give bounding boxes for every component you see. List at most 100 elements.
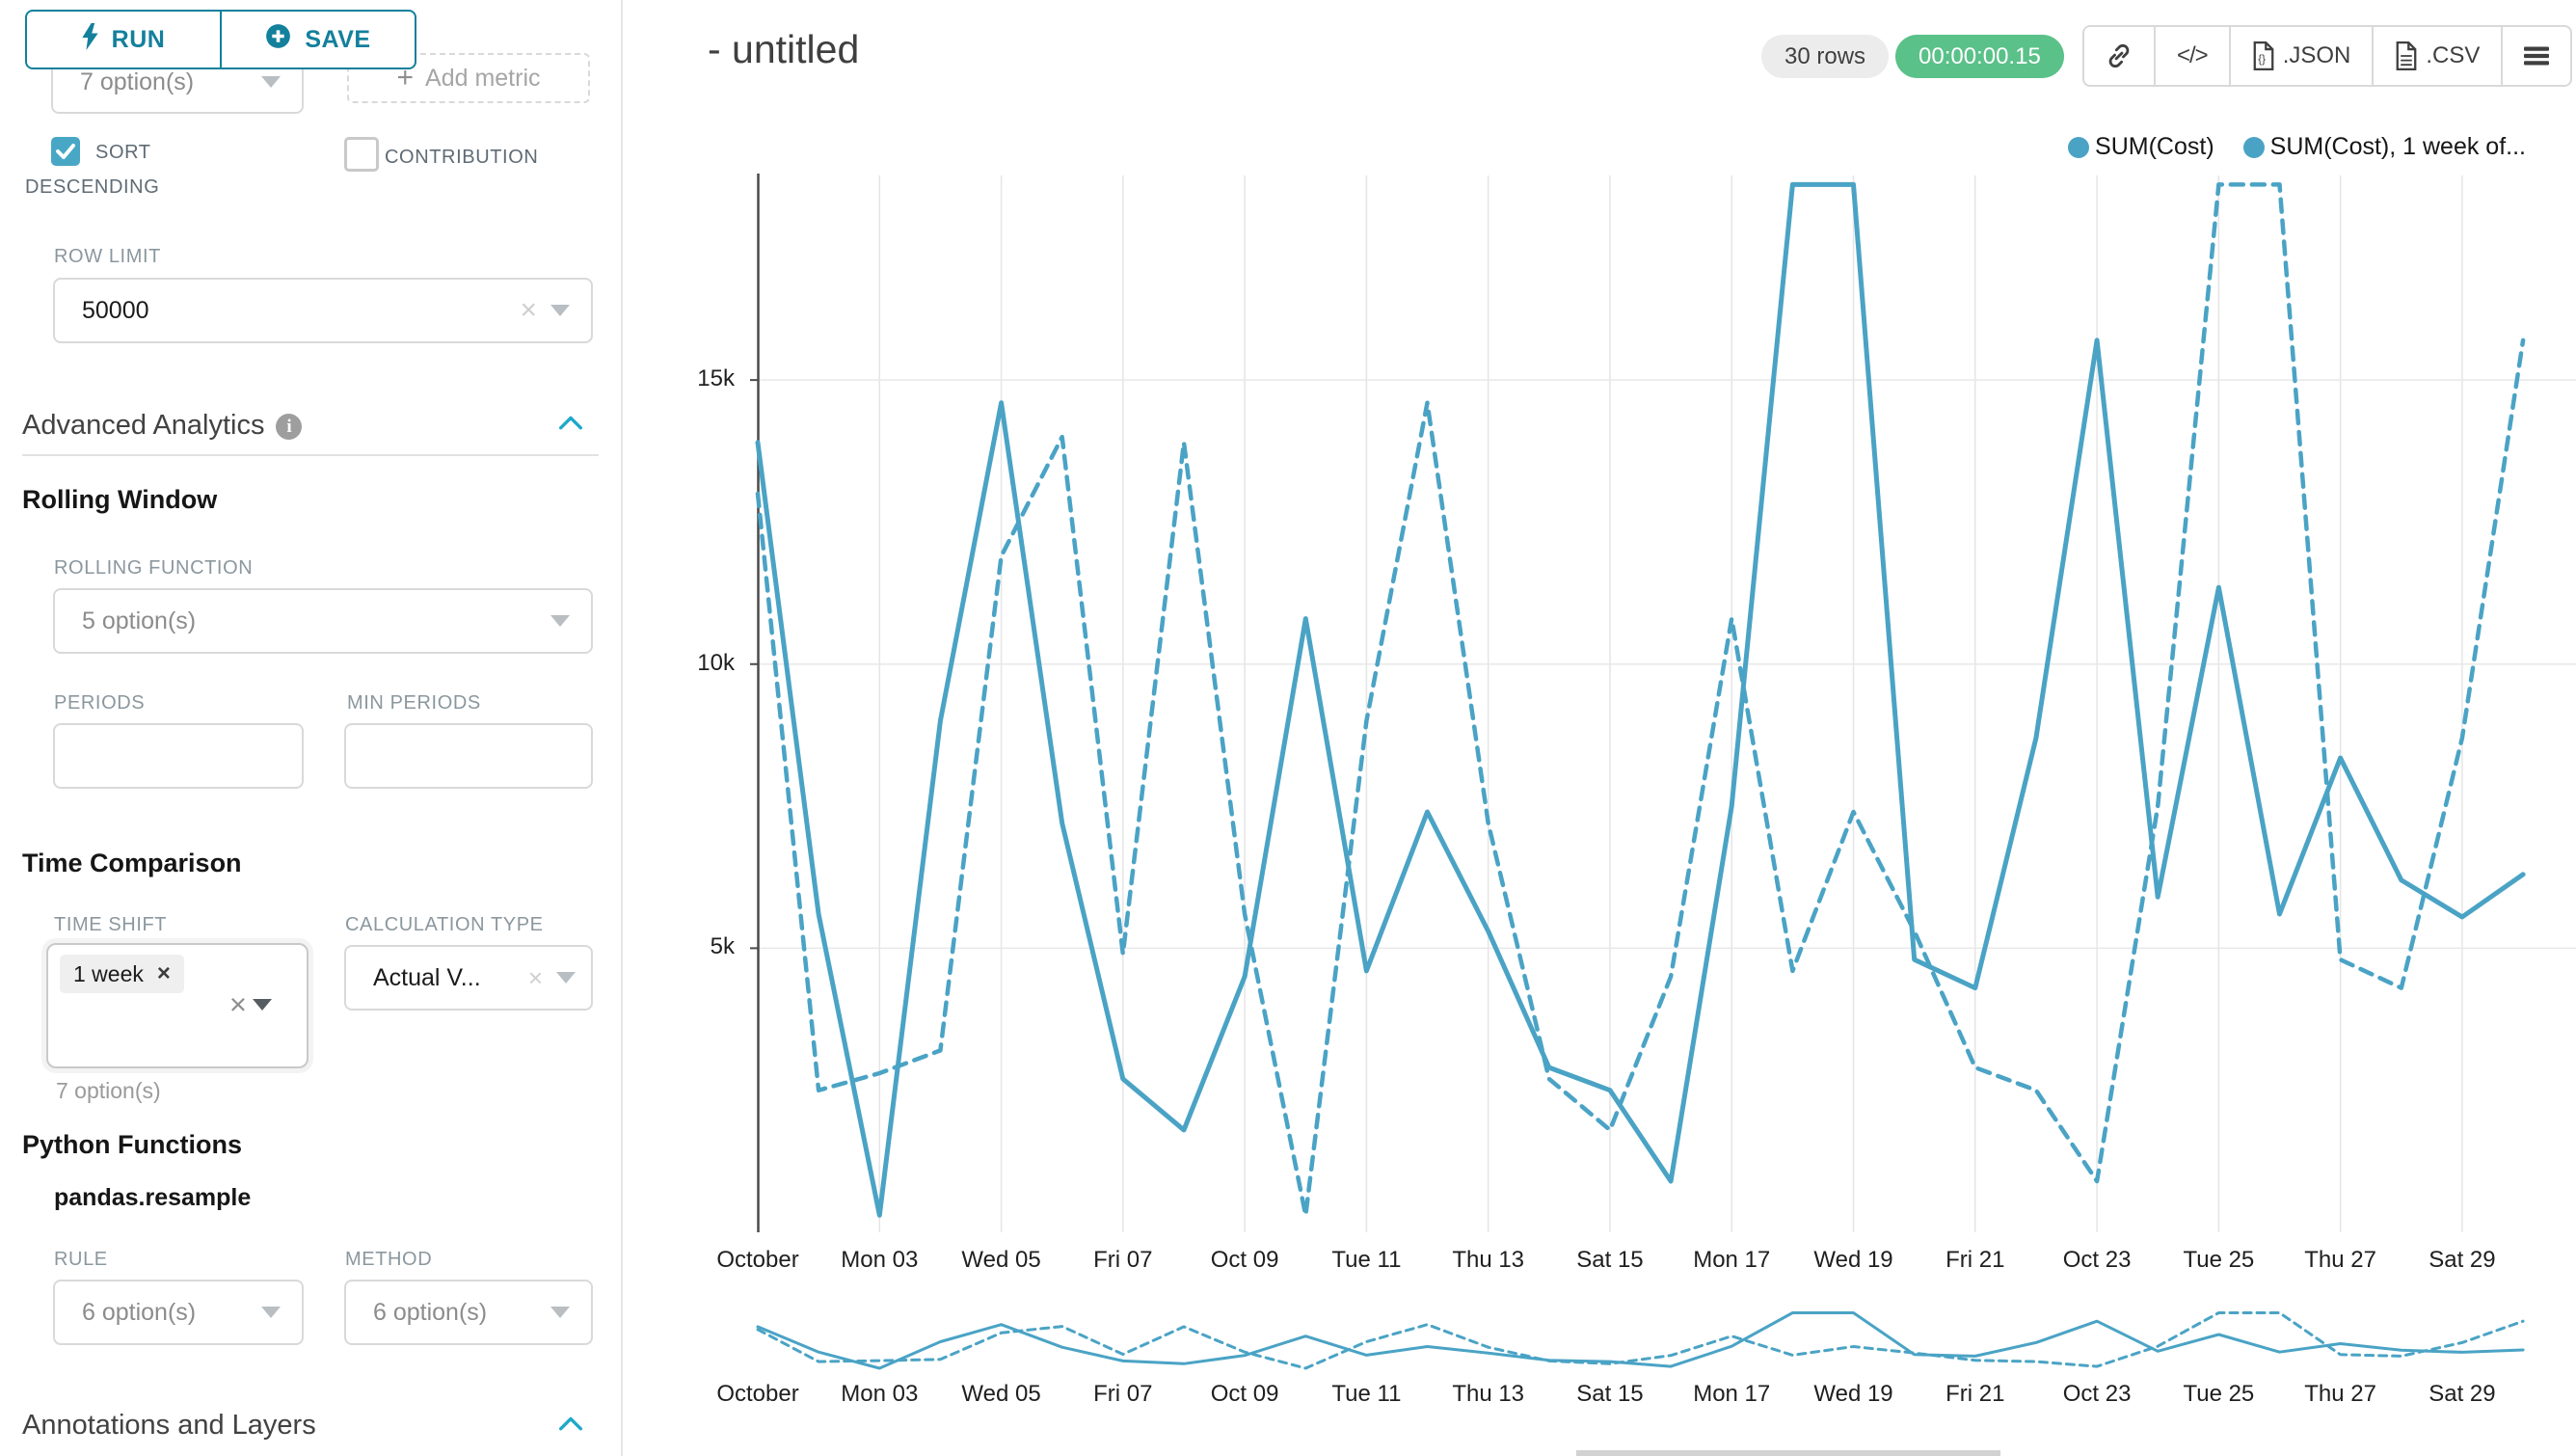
x-tick-label: Tue 25	[2183, 1247, 2255, 1273]
rolling-function-value: 5 option(s)	[82, 607, 197, 634]
calculation-type-select[interactable]: Actual V... ×	[344, 945, 593, 1011]
contribution-label: CONTRIBUTION	[385, 147, 539, 168]
x-tick-label: Oct 23	[2062, 1247, 2132, 1273]
chart-legend: SUM(Cost) SUM(Cost), 1 week of...	[2068, 133, 2526, 161]
csv-file-icon	[2397, 41, 2417, 70]
rolling-window-title: Rolling Window	[22, 485, 218, 514]
rule-select[interactable]: 6 option(s)	[53, 1280, 304, 1345]
series-line-solid	[756, 1311, 2525, 1370]
x-tick-label: Fri 21	[1945, 1247, 2005, 1273]
x-tick-label: Tue 11	[1331, 1381, 1402, 1407]
horizontal-scrollbar[interactable]	[1576, 1450, 2000, 1456]
view-query-button[interactable]: </>	[2154, 27, 2229, 85]
export-toolbar: </> {} .JSON .CSV	[2082, 25, 2573, 87]
x-tick-label: Thu 27	[2304, 1381, 2376, 1407]
annotations-layers-header[interactable]: Annotations and Layers	[22, 1410, 316, 1441]
x-tick-label: Mon 17	[1693, 1381, 1771, 1407]
info-icon: i	[276, 414, 303, 440]
json-label: .JSON	[2282, 42, 2351, 68]
x-tick-label: Wed 05	[961, 1247, 1041, 1273]
add-metric-button[interactable]: + Add metric	[347, 53, 590, 103]
y-tick-label: 5k	[710, 933, 735, 960]
tag-remove-icon[interactable]: ×	[156, 960, 171, 986]
rolling-function-label: ROLLING FUNCTION	[54, 557, 254, 579]
min-periods-label: MIN PERIODS	[347, 692, 481, 714]
sort-descending-label-line1: SORT	[95, 142, 151, 163]
sort-descending-checkbox[interactable]	[51, 137, 80, 166]
link-icon	[2108, 43, 2130, 68]
chevron-down-icon	[253, 999, 272, 1011]
x-tick-label: Wed 19	[1813, 1247, 1893, 1273]
rolling-function-select[interactable]: 5 option(s)	[53, 588, 593, 654]
x-tick-label: Mon 03	[841, 1381, 919, 1407]
calculation-type-value: Actual V...	[373, 963, 481, 991]
x-tick-label: Oct 09	[1210, 1381, 1279, 1407]
rule-label: RULE	[54, 1249, 108, 1270]
method-select[interactable]: 6 option(s)	[344, 1280, 593, 1345]
x-tick-label: Sat 15	[1576, 1381, 1644, 1407]
chevron-down-icon	[261, 76, 281, 88]
clear-icon[interactable]: ×	[527, 963, 543, 992]
legend-item-sum-cost-offset[interactable]: SUM(Cost), 1 week of...	[2242, 133, 2526, 161]
x-tick-label: Sat 29	[2428, 1381, 2496, 1407]
advanced-analytics-header[interactable]: Advanced Analytics i	[22, 410, 303, 442]
row-limit-value: 50000	[82, 296, 149, 324]
csv-label: .CSV	[2426, 42, 2481, 68]
run-button[interactable]: RUN	[27, 12, 220, 67]
x-tick-label: Mon 03	[841, 1247, 919, 1273]
clear-icon[interactable]: ×	[228, 987, 247, 1021]
chevron-down-icon	[550, 305, 570, 316]
export-json-button[interactable]: {} .JSON	[2228, 27, 2373, 85]
plus-circle-icon	[265, 23, 291, 56]
series-line-dashed	[756, 1311, 2525, 1370]
more-options-button[interactable]	[2501, 27, 2570, 85]
legend-item-sum-cost[interactable]: SUM(Cost)	[2068, 133, 2214, 161]
query-timer-badge: 00:00:00.15	[1895, 35, 2064, 78]
mini-range-chart[interactable]	[750, 1308, 2576, 1375]
chart-title[interactable]: - untitled	[708, 27, 860, 71]
legend-dot-icon	[2242, 136, 2265, 158]
control-panel-sidebar: RUN SAVE 7 option(s) + Add metric SORT D…	[0, 0, 623, 1456]
rule-value: 6 option(s)	[82, 1298, 197, 1326]
share-link-button[interactable]	[2084, 27, 2154, 85]
code-icon: </>	[2177, 42, 2209, 68]
x-tick-label: Oct 23	[2062, 1381, 2132, 1407]
x-tick-label: Wed 05	[961, 1381, 1041, 1407]
groupby-select-value: 7 option(s)	[80, 67, 195, 95]
collapse-chevron-up-icon[interactable]	[558, 415, 583, 435]
clear-icon[interactable]: ×	[520, 294, 537, 326]
row-limit-select[interactable]: 50000 ×	[53, 278, 593, 343]
hamburger-menu-icon	[2524, 46, 2550, 66]
collapse-chevron-up-icon[interactable]	[558, 1416, 583, 1436]
periods-input[interactable]	[53, 723, 304, 789]
method-value: 6 option(s)	[373, 1298, 488, 1326]
time-shift-tag: 1 week ×	[60, 955, 184, 993]
legend-label: SUM(Cost), 1 week of...	[2269, 133, 2526, 160]
x-tick-label: Sat 15	[1576, 1247, 1644, 1273]
time-shift-hint: 7 option(s)	[56, 1078, 161, 1103]
x-tick-label: October	[716, 1247, 799, 1273]
x-tick-label: October	[716, 1381, 799, 1407]
export-csv-button[interactable]: .CSV	[2372, 27, 2501, 85]
legend-dot-icon	[2068, 136, 2090, 158]
chevron-down-icon	[550, 1307, 570, 1318]
x-tick-label: Fri 21	[1945, 1381, 2005, 1407]
python-functions-title: Python Functions	[22, 1130, 242, 1159]
json-file-icon: {}	[2253, 41, 2274, 70]
save-button[interactable]: SAVE	[220, 12, 415, 67]
svg-text:{}: {}	[2258, 54, 2266, 66]
timeseries-line-chart[interactable]	[750, 164, 2576, 1239]
run-button-label: RUN	[111, 25, 166, 53]
x-tick-label: Oct 09	[1210, 1247, 1279, 1273]
series-line-solid	[755, 181, 2526, 1218]
calculation-type-label: CALCULATION TYPE	[345, 914, 544, 935]
contribution-checkbox[interactable]	[344, 137, 379, 172]
min-periods-input[interactable]	[344, 723, 593, 789]
x-tick-label: Thu 13	[1452, 1381, 1525, 1407]
time-shift-multiselect[interactable]: 1 week × ×	[46, 943, 309, 1068]
pandas-resample-item: pandas.resample	[54, 1184, 252, 1211]
run-save-button-group: RUN SAVE	[25, 10, 416, 69]
x-tick-label: Tue 25	[2183, 1381, 2255, 1407]
row-count-badge: 30 rows	[1761, 35, 1890, 78]
